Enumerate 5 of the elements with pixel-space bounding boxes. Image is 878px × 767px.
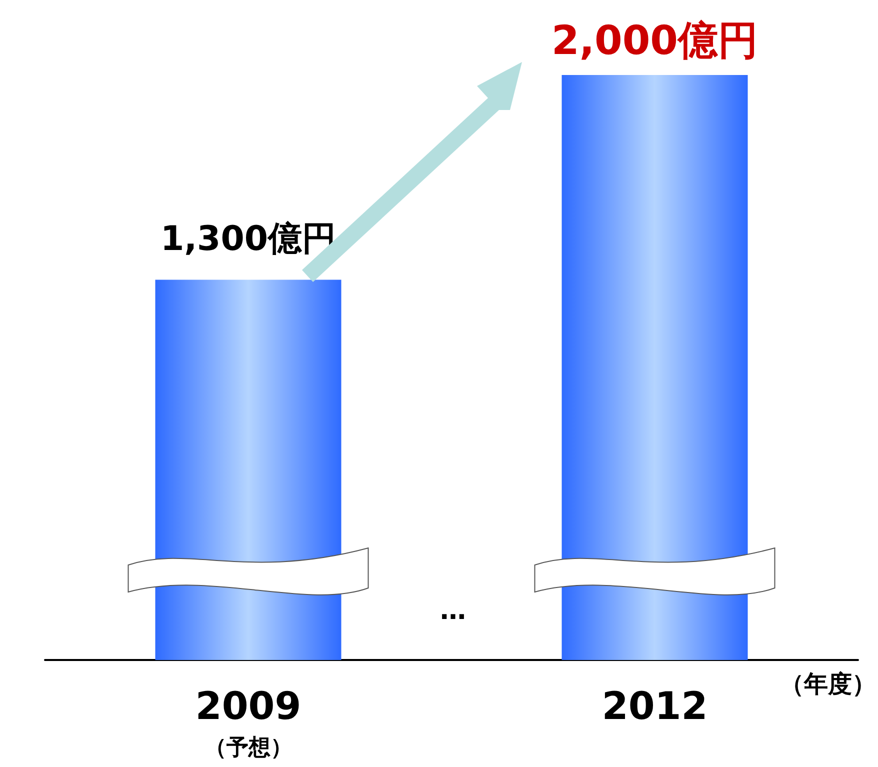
- data-label: 2,000億円: [551, 18, 758, 64]
- x-tick-label: 2009 （予想）: [195, 684, 302, 760]
- x-tick-label: 2012: [602, 684, 708, 728]
- annotation: …: [440, 596, 466, 626]
- x-axis-title: （年度）: [780, 670, 876, 698]
